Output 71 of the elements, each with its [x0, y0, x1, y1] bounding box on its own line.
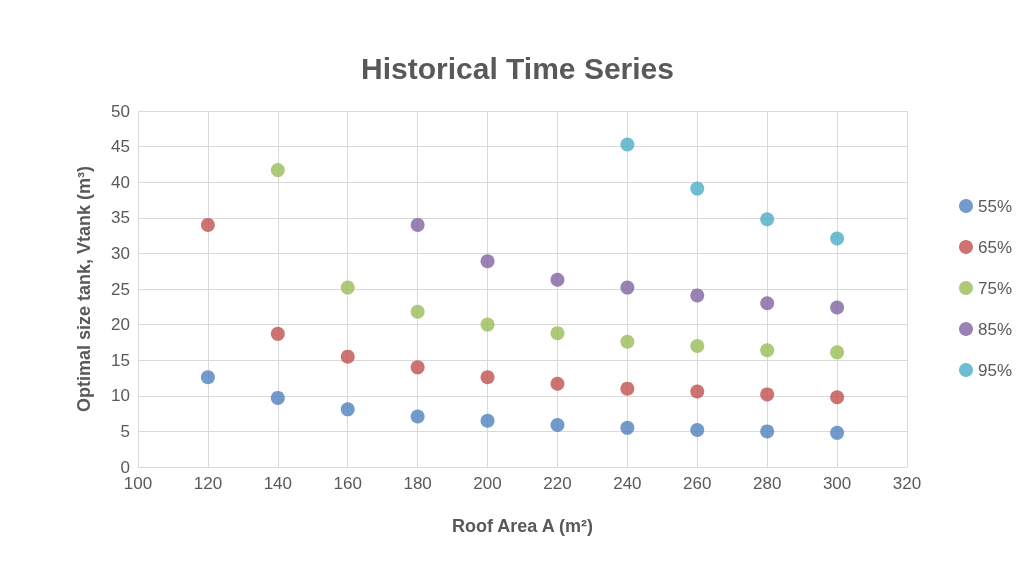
point — [690, 181, 705, 196]
chart-title: Historical Time Series — [361, 51, 674, 85]
legend-label: 65% — [977, 237, 1013, 257]
point — [620, 381, 635, 396]
point — [410, 217, 425, 232]
point — [830, 345, 845, 360]
y-tick-label: 5 — [120, 421, 130, 441]
point — [480, 413, 495, 428]
point — [550, 376, 565, 391]
point — [830, 300, 845, 315]
y-tick-label: 50 — [111, 101, 130, 121]
point — [760, 424, 775, 439]
y-tick-label: 40 — [111, 172, 130, 192]
point — [830, 425, 845, 440]
point — [480, 317, 495, 332]
x-axis-title: Roof Area A (m²) — [452, 516, 593, 536]
x-tick-label: 240 — [613, 474, 642, 493]
point — [410, 304, 425, 319]
x-tick-label: 180 — [403, 474, 432, 493]
point — [690, 422, 705, 437]
y-tick-label: 15 — [111, 350, 130, 370]
point — [550, 326, 565, 341]
point — [270, 163, 285, 178]
point — [200, 370, 215, 385]
point — [340, 402, 355, 417]
point — [480, 370, 495, 385]
y-tick-label: 0 — [120, 457, 130, 477]
legend-label: 75% — [977, 278, 1013, 298]
point — [620, 420, 635, 435]
point — [760, 212, 775, 227]
point — [690, 288, 705, 303]
x-tick-label: 320 — [892, 474, 922, 493]
point — [690, 384, 705, 399]
x-tick-label: 300 — [822, 474, 852, 493]
legend-label: 55% — [977, 196, 1013, 216]
y-tick-label: 35 — [111, 208, 130, 228]
point — [550, 272, 565, 287]
legend-label: 95% — [977, 360, 1013, 380]
point — [760, 296, 775, 311]
point — [270, 390, 285, 405]
y-axis-title: Optimal size tank, Vtank (m³) — [74, 165, 94, 413]
x-tick-label: 120 — [193, 474, 223, 493]
point — [830, 390, 845, 405]
y-tick-label: 45 — [111, 137, 130, 157]
point — [270, 326, 285, 341]
point — [340, 349, 355, 364]
legend-label: 85% — [977, 319, 1013, 339]
x-tick-label: 280 — [752, 474, 782, 493]
x-tick-label: 220 — [543, 474, 572, 493]
y-tick-label: 20 — [111, 315, 130, 335]
y-tick-label: 30 — [111, 243, 130, 263]
point — [200, 217, 215, 232]
point — [760, 387, 775, 402]
x-tick-label: 260 — [683, 474, 712, 493]
point — [620, 334, 635, 349]
x-tick-label: 200 — [473, 474, 502, 493]
y-tick-label: 25 — [111, 279, 130, 299]
point — [550, 418, 565, 432]
y-tick-label: 10 — [111, 386, 130, 406]
point — [620, 280, 635, 295]
point — [620, 137, 635, 152]
x-tick-label: 100 — [123, 474, 153, 493]
x-tick-label: 160 — [333, 474, 362, 493]
x-tick-label: 140 — [263, 474, 293, 493]
point — [830, 231, 845, 246]
point — [690, 338, 705, 353]
point — [480, 254, 495, 269]
point — [760, 343, 775, 358]
point — [340, 280, 355, 295]
point — [410, 360, 425, 375]
point — [410, 409, 425, 424]
